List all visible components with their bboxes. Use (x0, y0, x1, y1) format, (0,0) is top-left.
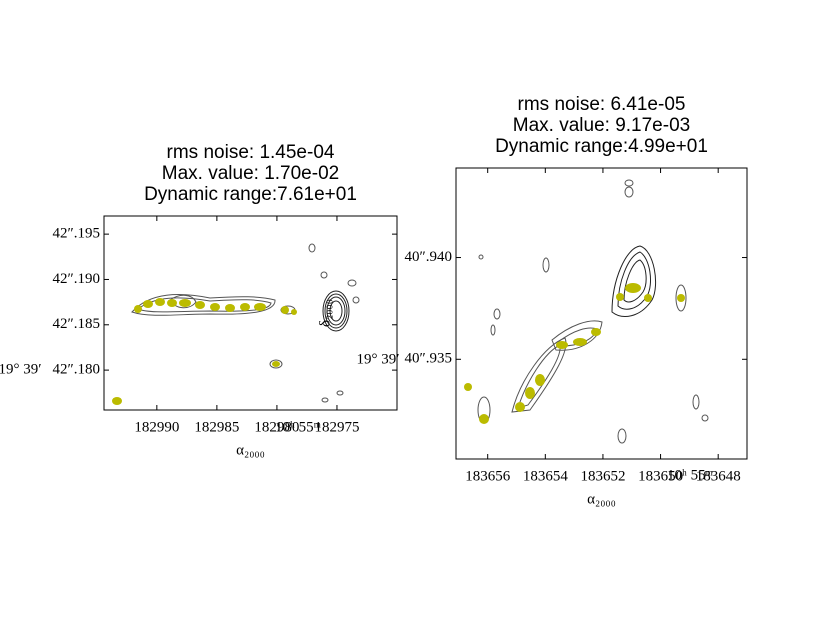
x-tick-label: 182980 (254, 419, 299, 435)
chart-title: rms noise: 6.41e-05 (518, 94, 686, 115)
y-tick-label: 42″.180 (53, 362, 101, 378)
y-tick-label: 40″.940 (405, 249, 453, 265)
x-tick-label: 183650 (638, 468, 683, 484)
x-tick-label: 183654 (523, 468, 569, 484)
x-tick-label: 182975 (314, 419, 359, 435)
x-tick-label: 183648 (696, 468, 741, 484)
x-offset-label: 10ʰ 55ᵐ (275, 419, 322, 435)
axes-frame (103, 215, 398, 411)
x-axis-label: α₂₀₀₀ (587, 491, 616, 507)
axes-frame (455, 167, 748, 460)
y-offset-label: 19° 39′ (0, 361, 42, 377)
chart-title: Max. value: 1.70e-02 (162, 163, 339, 184)
x-tick-label: 182990 (134, 419, 179, 435)
contour-image (112, 243, 360, 405)
y-offset-label: 19° 39′ (356, 351, 399, 367)
chart-title: Dynamic range:4.99e+01 (495, 136, 708, 157)
y-tick-label: 42″.195 (53, 226, 101, 242)
chart-title: rms noise: 1.45e-04 (167, 142, 335, 163)
x-offset-label: 10ʰ 55ᵐ (667, 467, 714, 483)
y-tick-label: 42″.185 (53, 316, 101, 332)
chart-title: Max. value: 9.17e-03 (513, 115, 690, 136)
x-tick-label: 183652 (580, 468, 625, 484)
x-tick-label: 182985 (194, 419, 239, 435)
chart-title: Dynamic range:7.61e+01 (144, 184, 357, 205)
x-axis-label: α₂₀₀₀ (236, 442, 265, 458)
y-axis-label: δ₂₀₀₀ (317, 299, 333, 327)
y-tick-label: 40″.935 (405, 351, 453, 367)
y-tick-label: 42″.190 (53, 271, 101, 287)
x-tick-label: 183656 (465, 468, 511, 484)
contour-image (464, 179, 709, 444)
